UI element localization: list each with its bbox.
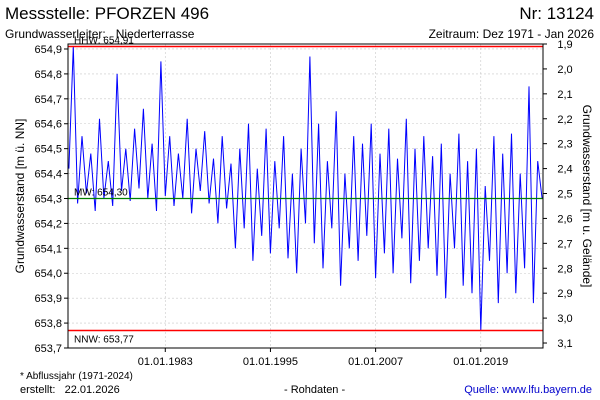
- mw-label: MW: 654,30: [74, 187, 128, 198]
- y-left-tick-label: 653,7: [34, 343, 62, 355]
- y-left-tick-label: 654,2: [34, 218, 62, 230]
- aquifer-info: Grundwasserleiter: Niederterrasse: [5, 27, 194, 41]
- source-link[interactable]: www.lfu.bayern.de: [502, 384, 592, 396]
- y-left-tick-label: 654,3: [34, 193, 62, 205]
- y-right-tick-label: 2,0: [557, 64, 572, 76]
- nnw-label: NNW: 653,77: [74, 335, 134, 346]
- station-number: Nr: 13124: [519, 4, 594, 23]
- station-title: Messstelle: PFORZEN 496: [5, 4, 210, 23]
- y-right-tick-label: 3,1: [557, 338, 572, 350]
- grid: [68, 44, 543, 349]
- y-left-tick-label: 654,4: [34, 169, 62, 181]
- y-axis-left-label: Grundwasserstand [m ü. NN]: [13, 119, 27, 274]
- y-left-tick-label: 654,7: [34, 94, 62, 106]
- y-right-tick-label: 1,9: [557, 39, 572, 51]
- y-right-tick-label: 2,3: [557, 139, 572, 151]
- series-line: [68, 46, 543, 331]
- x-tick-label: 01.01.1995: [243, 356, 298, 368]
- x-tick-label: 01.01.2019: [453, 356, 508, 368]
- hhw-label: HHW: 654,91: [74, 35, 134, 46]
- source-info[interactable]: Quelle: www.lfu.bayern.de: [464, 384, 592, 396]
- y-right-tick-label: 2,2: [557, 114, 572, 126]
- y-left-tick-label: 654,6: [34, 119, 62, 131]
- y-right-tick-label: 2,1: [557, 89, 572, 101]
- y-left-tick-label: 653,8: [34, 318, 62, 330]
- reference-lines: HHW: 654,91 MW: 654,30 NNW: 653,77: [68, 35, 543, 346]
- y-right-tick-label: 2,5: [557, 189, 572, 201]
- y-left-tick-label: 654,8: [34, 69, 62, 81]
- footnote: * Abflussjahr (1971-2024): [20, 371, 133, 382]
- created-info: erstellt: 22.01.2026: [20, 384, 120, 396]
- y-right-tick-label: 2,4: [557, 164, 572, 176]
- rawdata-label: - Rohdaten -: [284, 384, 346, 396]
- y-axis-right-ticks: 1,9 2,0 2,1 2,2 2,3 2,4 2,5 2,6 2,7 2,8 2,9 3,0 3,1: [543, 39, 573, 350]
- y-left-tick-label: 654,5: [34, 144, 62, 156]
- y-right-tick-label: 3,0: [557, 313, 572, 325]
- source-label: Quelle:: [464, 384, 500, 396]
- y-axis-left-ticks: 653,7 653,8 653,9 654,0 654,1 654,2 654,3 654,4…: [34, 44, 68, 355]
- x-tick-label: 01.01.1983: [138, 356, 193, 368]
- created-date: 22.01.2026: [64, 384, 120, 396]
- y-right-tick-label: 2,6: [557, 213, 572, 225]
- aquifer-label: Grundwasserleiter:: [5, 27, 106, 41]
- y-left-tick-label: 653,9: [34, 293, 62, 305]
- y-right-tick-label: 2,8: [557, 263, 572, 275]
- x-tick-label: 01.01.2007: [348, 356, 403, 368]
- created-label: erstellt:: [20, 384, 56, 396]
- y-axis-right-label: Grundwasserstand [m u. Gelände]: [580, 105, 594, 288]
- y-left-tick-label: 654,0: [34, 268, 62, 280]
- y-left-tick-label: 654,9: [34, 44, 62, 56]
- aquifer-value: Niederterrasse: [115, 27, 195, 41]
- y-left-tick-label: 654,1: [34, 243, 62, 255]
- y-right-tick-label: 2,7: [557, 238, 572, 250]
- series-layer: [68, 46, 543, 331]
- x-axis-ticks: 01.01.1983 01.01.1995 01.01.2007 01.01.2019: [138, 348, 508, 368]
- period-label: Zeitraum: Dez 1971 - Jan 2026: [428, 27, 594, 41]
- plot-frame: [67, 43, 544, 349]
- y-right-tick-label: 2,9: [557, 288, 572, 300]
